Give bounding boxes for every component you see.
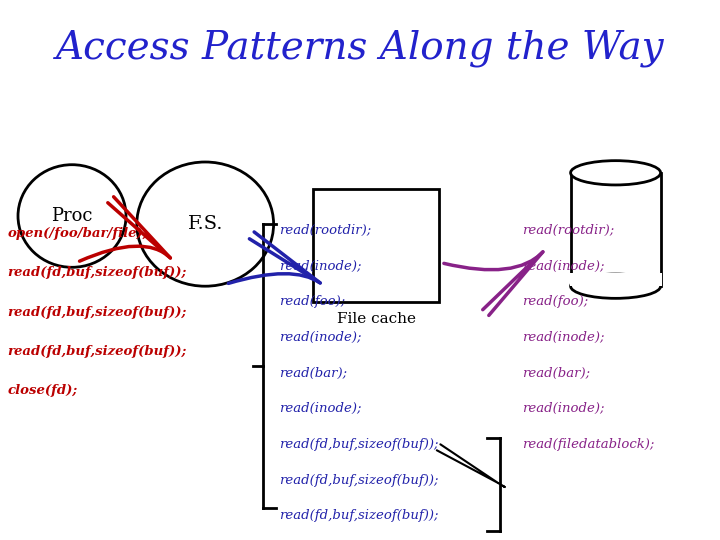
Text: read(inode);: read(inode);	[279, 331, 361, 344]
Text: read(inode);: read(inode);	[279, 260, 361, 273]
Ellipse shape	[571, 161, 661, 185]
Bar	[571, 173, 661, 286]
Text: read(foo);: read(foo);	[279, 295, 345, 308]
Text: read(fd,buf,sizeof(buf));: read(fd,buf,sizeof(buf));	[7, 345, 186, 358]
Text: open(/foo/bar/file);: open(/foo/bar/file);	[7, 227, 148, 240]
Text: F.S.: F.S.	[187, 215, 223, 233]
Text: read(filedatablock);: read(filedatablock);	[522, 438, 654, 451]
Text: Access Patterns Along the Way: Access Patterns Along the Way	[55, 30, 665, 68]
Text: read(fd,buf,sizeof(buf));: read(fd,buf,sizeof(buf));	[7, 306, 186, 319]
Text: read(fd,buf,sizeof(buf));: read(fd,buf,sizeof(buf));	[279, 474, 438, 487]
Text: read(bar);: read(bar);	[279, 367, 347, 380]
Ellipse shape	[18, 165, 126, 267]
Text: read(rootdir);: read(rootdir);	[279, 224, 371, 237]
Text: read(fd,buf,sizeof(buf));: read(fd,buf,sizeof(buf));	[7, 266, 186, 279]
Text: read(inode);: read(inode);	[522, 260, 605, 273]
Text: File cache: File cache	[337, 313, 415, 326]
Text: Proc: Proc	[51, 207, 93, 225]
Text: read(inode);: read(inode);	[522, 402, 605, 415]
Bar	[570, 273, 662, 286]
Text: read(inode);: read(inode);	[522, 331, 605, 344]
Text: read(fd,buf,sizeof(buf));: read(fd,buf,sizeof(buf));	[279, 509, 438, 522]
Ellipse shape	[137, 162, 274, 286]
Ellipse shape	[571, 274, 661, 298]
Text: read(fd,buf,sizeof(buf));: read(fd,buf,sizeof(buf));	[279, 438, 438, 451]
Text: read(bar);: read(bar);	[522, 367, 590, 380]
Text: close(fd);: close(fd);	[7, 384, 78, 397]
Bar	[313, 189, 439, 302]
Text: read(foo);: read(foo);	[522, 295, 588, 308]
Text: read(inode);: read(inode);	[279, 402, 361, 415]
Text: read(rootdir);: read(rootdir);	[522, 224, 614, 237]
